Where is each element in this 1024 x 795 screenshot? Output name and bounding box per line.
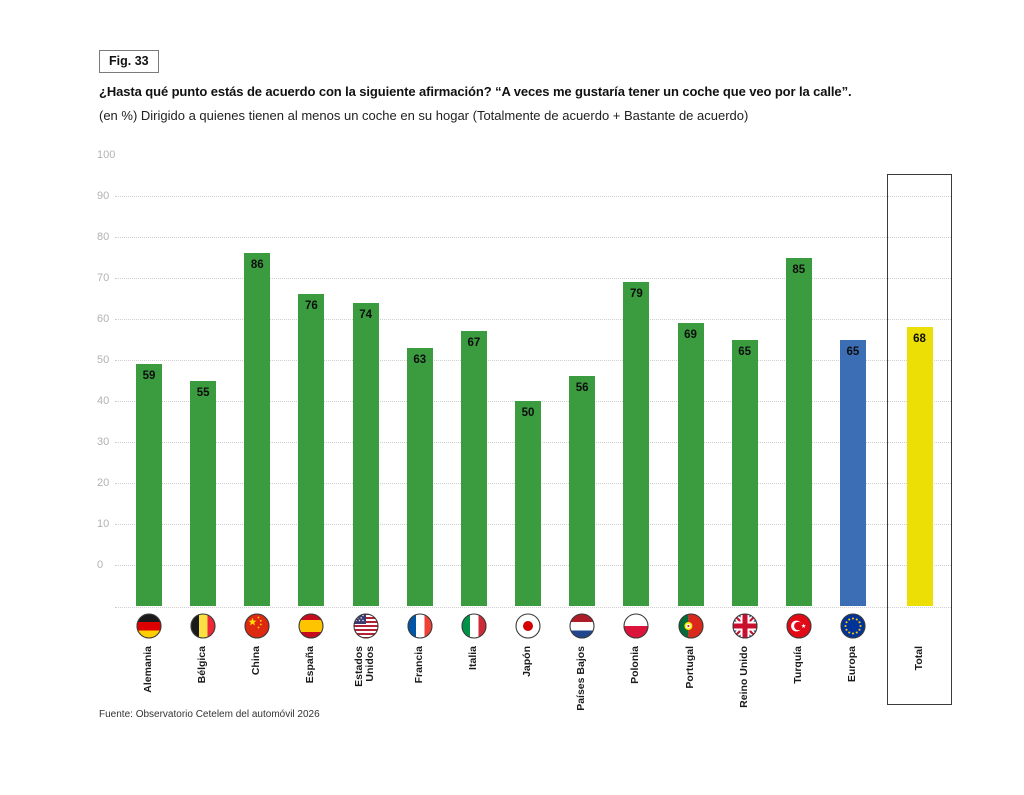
bar-españa xyxy=(298,294,325,606)
category-label-japón: Japón xyxy=(521,646,534,677)
flag-us xyxy=(353,613,379,639)
chart-title: ¿Hasta qué punto estás de acuerdo con la… xyxy=(99,84,852,99)
bar-value-label: 74 xyxy=(359,308,372,321)
flag-de xyxy=(136,613,162,639)
bar-francia xyxy=(406,347,433,606)
bar-value-label: 50 xyxy=(521,407,535,419)
flag-es xyxy=(298,613,324,639)
flag-icon-pt xyxy=(677,613,704,639)
bar-japón xyxy=(515,401,542,606)
bar-total xyxy=(906,327,933,606)
flag-icon-cn xyxy=(244,613,270,639)
flag-icon-nl xyxy=(569,613,595,639)
bar-value-label: 69 xyxy=(684,329,697,342)
category-label-china: China xyxy=(250,646,263,676)
category-label-bélgica: Bélgica xyxy=(196,646,209,684)
flag-icon-tr xyxy=(786,613,812,639)
category-label-estados-unidos: Estados Unidos xyxy=(353,646,377,687)
category-label-reino-unido: Reino Unido xyxy=(737,646,750,708)
flag-tr xyxy=(786,613,812,639)
category-label-países-bajos: Países Bajos xyxy=(575,646,588,711)
category-label-turquía: Turquía xyxy=(791,646,804,684)
bar-polonia xyxy=(623,282,650,606)
y-axis-label-90: 90 xyxy=(97,190,110,202)
total-highlight-box xyxy=(887,174,952,705)
flag-cn xyxy=(244,613,270,639)
bar-value-label: 79 xyxy=(629,288,643,301)
bar-alemania xyxy=(136,364,162,606)
bar-value-label: 68 xyxy=(913,333,926,346)
flag-icon-de xyxy=(136,613,162,639)
bar-value-label: 85 xyxy=(792,263,806,276)
category-label-francia: Francia xyxy=(412,646,425,684)
figure-number: Fig. 33 xyxy=(109,54,149,68)
bar-países-bajos xyxy=(569,376,596,606)
source-note: Fuente: Observatorio Cetelem del automóv… xyxy=(99,709,320,720)
bar-value-label: 56 xyxy=(575,382,589,395)
category-label-españa: España xyxy=(304,646,317,684)
y-axis-label-50: 50 xyxy=(97,354,110,366)
flag-pt xyxy=(677,613,704,639)
chart-subtitle: (en %) Dirigido a quienes tienen al meno… xyxy=(99,108,749,123)
bar-italia xyxy=(460,331,487,606)
y-axis-label-100: 100 xyxy=(97,149,116,161)
flag-icon-pl xyxy=(623,613,649,639)
bar-china xyxy=(244,253,271,606)
bar-value-label: 86 xyxy=(250,259,264,272)
y-axis-label-60: 60 xyxy=(97,313,110,325)
flag-icon-es xyxy=(298,613,324,639)
flag-gb xyxy=(732,613,758,639)
baseline-gridline xyxy=(115,607,951,608)
bar-value-label: 55 xyxy=(196,386,210,399)
y-axis-label-40: 40 xyxy=(97,395,110,407)
flag-eu xyxy=(840,613,866,639)
bar-europa xyxy=(839,339,866,606)
gridline-90 xyxy=(115,196,951,197)
y-axis-label-20: 20 xyxy=(97,477,110,489)
bar-value-label: 65 xyxy=(846,345,860,358)
flag-icon-it xyxy=(461,613,487,639)
gridline-70 xyxy=(115,278,951,279)
bar-value-label: 63 xyxy=(413,353,427,366)
y-axis-label-70: 70 xyxy=(97,272,110,284)
flag-icon-jp xyxy=(515,613,541,639)
flag-be xyxy=(190,613,216,639)
category-label-polonia: Polonia xyxy=(629,646,642,684)
flag-icon-us xyxy=(353,613,379,639)
flag-nl xyxy=(569,613,595,639)
bar-bélgica xyxy=(190,380,217,606)
bar-value-label: 65 xyxy=(738,345,752,358)
bar-reino-unido xyxy=(731,339,758,606)
flag-icon-eu xyxy=(840,613,866,639)
flag-pl xyxy=(623,613,649,639)
y-axis-label-0: 0 xyxy=(97,559,104,571)
flag-icon-gb xyxy=(732,613,758,639)
flag-icon-fr xyxy=(407,613,433,639)
y-axis-label-30: 30 xyxy=(97,436,110,448)
flag-it xyxy=(461,613,487,639)
bar-value-label: 76 xyxy=(305,300,318,313)
bar-value-label: 67 xyxy=(467,337,481,350)
y-axis-label-10: 10 xyxy=(97,518,110,530)
gridline-60 xyxy=(115,319,951,320)
flag-icon-be xyxy=(190,613,216,639)
gridline-80 xyxy=(115,237,951,238)
category-label-alemania: Alemania xyxy=(142,646,154,693)
category-label-total: Total xyxy=(912,646,925,671)
y-axis-label-80: 80 xyxy=(97,231,110,243)
bar-turquía xyxy=(785,257,812,606)
category-label-italia: Italia xyxy=(466,646,479,670)
flag-fr xyxy=(407,613,433,639)
bar-value-label: 59 xyxy=(142,370,156,383)
bar-estados-unidos xyxy=(352,302,379,606)
gridline-50 xyxy=(115,360,951,361)
flag-jp xyxy=(515,613,541,639)
category-label-europa: Europa xyxy=(845,646,858,683)
figure-number-badge: Fig. 33 xyxy=(99,50,159,73)
category-label-portugal: Portugal xyxy=(683,646,696,689)
bar-portugal xyxy=(677,323,704,606)
